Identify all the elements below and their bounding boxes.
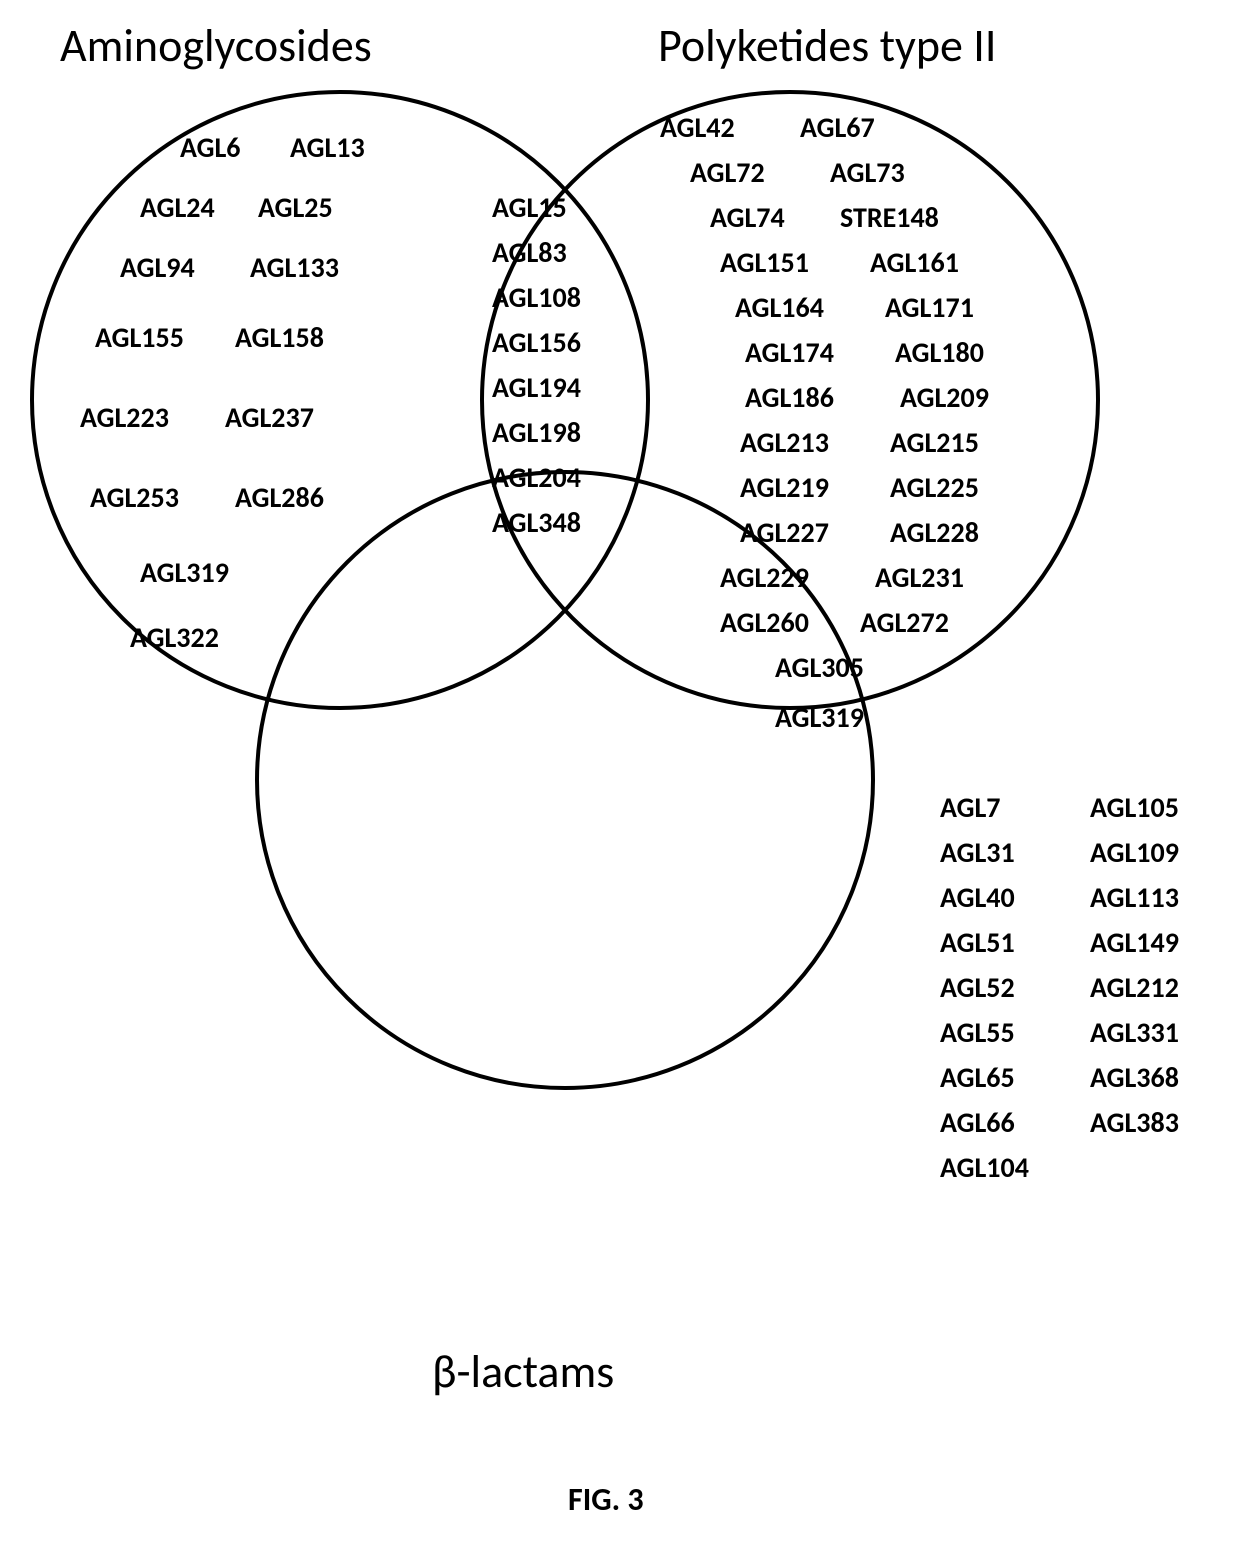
venn-label: AGL42 xyxy=(660,110,735,145)
venn-label: AGL94 xyxy=(120,250,195,285)
venn-label: AGL348 xyxy=(492,505,581,540)
venn-label: AGL74 xyxy=(710,200,785,235)
title-aminoglycosides: Aminoglycosides xyxy=(60,18,372,74)
venn-label: AGL109 xyxy=(1090,835,1179,870)
venn-label: AGL228 xyxy=(890,515,979,550)
venn-label: AGL260 xyxy=(720,605,809,640)
venn-label: AGL67 xyxy=(800,110,875,145)
venn-label: AGL180 xyxy=(895,335,984,370)
venn-label: AGL104 xyxy=(940,1150,1029,1185)
venn-label: AGL322 xyxy=(130,620,219,655)
venn-label: AGL286 xyxy=(235,480,324,515)
venn-label: AGL13 xyxy=(290,130,365,165)
venn-label: AGL25 xyxy=(258,190,333,225)
venn-label: AGL383 xyxy=(1090,1105,1179,1140)
venn-label: AGL164 xyxy=(735,290,824,325)
venn-label: AGL55 xyxy=(940,1015,1015,1050)
venn-label: AGL237 xyxy=(225,400,314,435)
venn-label: AGL171 xyxy=(885,290,974,325)
venn-label: AGL319 xyxy=(775,700,864,735)
venn-label: AGL272 xyxy=(860,605,949,640)
title-beta-lactams: β-lactams xyxy=(432,1344,614,1400)
venn-label: AGL51 xyxy=(940,925,1015,960)
venn-label: AGL212 xyxy=(1090,970,1179,1005)
venn-label: STRE148 xyxy=(840,200,939,235)
venn-label: AGL186 xyxy=(745,380,834,415)
venn-label: AGL158 xyxy=(235,320,324,355)
venn-label: AGL133 xyxy=(250,250,339,285)
venn-label: AGL155 xyxy=(95,320,184,355)
venn-label: AGL227 xyxy=(740,515,829,550)
title-polyketides: Polyketides type II xyxy=(658,18,997,74)
venn-label: AGL253 xyxy=(90,480,179,515)
venn-label: AGL198 xyxy=(492,415,581,450)
venn-label: AGL209 xyxy=(900,380,989,415)
venn-label: AGL66 xyxy=(940,1105,1015,1140)
venn-label: AGL151 xyxy=(720,245,809,280)
venn-label: AGL231 xyxy=(875,560,964,595)
venn-label: AGL73 xyxy=(830,155,905,190)
venn-label: AGL156 xyxy=(492,325,581,360)
venn-label: AGL83 xyxy=(492,235,567,270)
venn-label: AGL149 xyxy=(1090,925,1179,960)
venn-label: AGL24 xyxy=(140,190,215,225)
venn-label: AGL108 xyxy=(492,280,581,315)
venn-label: AGL7 xyxy=(940,790,1001,825)
venn-label: AGL368 xyxy=(1090,1060,1179,1095)
venn-label: AGL223 xyxy=(80,400,169,435)
venn-label: AGL215 xyxy=(890,425,979,460)
venn-label: AGL72 xyxy=(690,155,765,190)
venn-label: AGL105 xyxy=(1090,790,1179,825)
venn-label: AGL52 xyxy=(940,970,1015,1005)
venn-label: AGL204 xyxy=(492,460,581,495)
venn-label: AGL174 xyxy=(745,335,834,370)
venn-label: AGL65 xyxy=(940,1060,1015,1095)
venn-label: AGL31 xyxy=(940,835,1015,870)
venn-label: AGL229 xyxy=(720,560,809,595)
venn-label: AGL113 xyxy=(1090,880,1179,915)
venn-label: AGL40 xyxy=(940,880,1015,915)
venn-label: AGL15 xyxy=(492,190,567,225)
venn-label: AGL194 xyxy=(492,370,581,405)
venn-label: AGL161 xyxy=(870,245,959,280)
figure-caption: FIG. 3 xyxy=(568,1480,644,1519)
venn-label: AGL319 xyxy=(140,555,229,590)
venn-label: AGL213 xyxy=(740,425,829,460)
venn-label: AGL331 xyxy=(1090,1015,1179,1050)
venn-label: AGL225 xyxy=(890,470,979,505)
venn-label: AGL219 xyxy=(740,470,829,505)
venn-label: AGL305 xyxy=(775,650,864,685)
venn-label: AGL6 xyxy=(180,130,241,165)
